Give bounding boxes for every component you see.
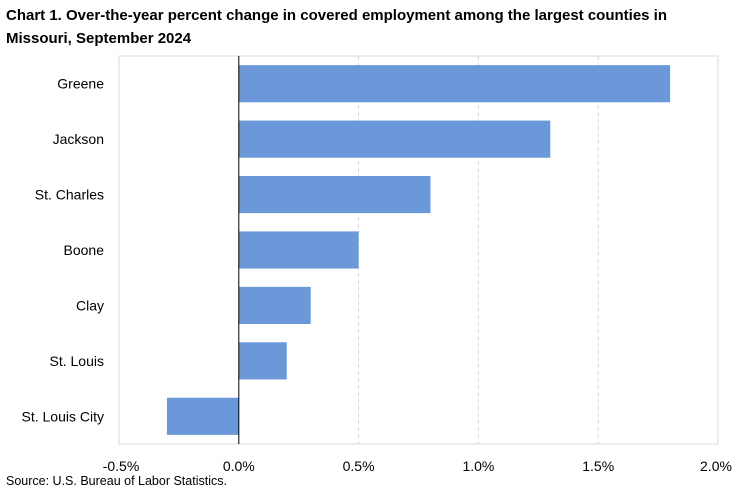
bars xyxy=(166,65,671,435)
category-label: Jackson xyxy=(53,131,104,147)
category-label: Boone xyxy=(64,242,105,258)
x-tick-label: -0.5% xyxy=(103,458,140,474)
bar xyxy=(238,176,431,214)
bar xyxy=(166,397,239,435)
category-label: St. Charles xyxy=(35,187,104,203)
plot-area xyxy=(118,55,719,445)
bar xyxy=(238,286,311,324)
category-labels: Greene Jackson St. Charles Boone Clay St. Lou… xyxy=(22,76,105,425)
bar xyxy=(238,231,359,269)
x-tick-label: 0.5% xyxy=(343,458,375,474)
category-label: Greene xyxy=(57,76,104,92)
category-label: St. Louis City xyxy=(22,408,104,424)
source-note: Source: U.S. Bureau of Labor Statistics. xyxy=(6,474,227,488)
x-tick-label: 0.0% xyxy=(223,458,255,474)
x-tick-label: 1.0% xyxy=(462,458,494,474)
bar xyxy=(238,120,551,158)
chart-title: Chart 1. Over-the-year percent change in… xyxy=(6,7,668,47)
category-label: St. Louis xyxy=(50,353,104,369)
x-tick-label: 2.0% xyxy=(700,458,732,474)
bar xyxy=(238,65,671,103)
bar xyxy=(238,342,287,380)
x-tick-label: 1.5% xyxy=(582,458,614,474)
x-tick-labels: -0.5% 0.0% 0.5% 1.0% 1.5% 2.0% xyxy=(103,458,732,474)
gridlines xyxy=(358,56,599,444)
category-label: Clay xyxy=(76,297,104,313)
